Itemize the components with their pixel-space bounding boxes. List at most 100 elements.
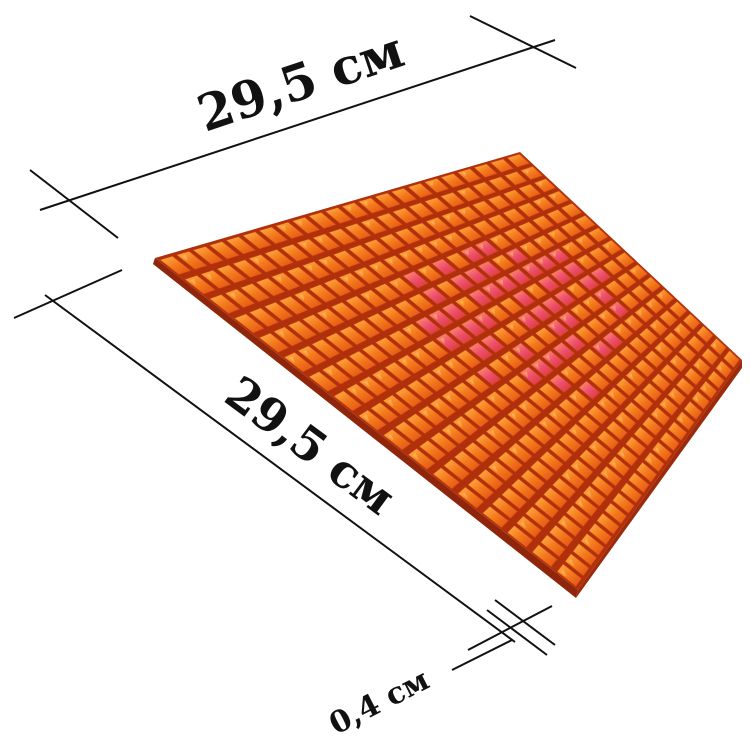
mosaic-tile (521, 261, 545, 279)
tile-highlight (181, 254, 188, 261)
mosaic-tile (383, 254, 410, 273)
mosaic-tile (655, 288, 675, 306)
mosaic-tile (601, 239, 622, 256)
tile-highlight (653, 411, 658, 419)
tile-highlight (387, 433, 394, 441)
mosaic-tile (435, 332, 462, 352)
tile-highlight (508, 323, 514, 330)
mosaic-tile (308, 371, 339, 392)
mosaic-tile (541, 350, 565, 369)
mosaic-tile (418, 439, 447, 462)
tile-highlight (521, 403, 527, 411)
mosaic-tile (409, 222, 437, 239)
mosaic-tile (507, 442, 533, 464)
mosaic-tile (581, 348, 603, 367)
mosaic-tile (508, 374, 533, 394)
mosaic-tile (650, 406, 671, 427)
mosaic-tile (615, 377, 637, 397)
mosaic-tile (641, 276, 662, 293)
tile-highlight (648, 301, 652, 308)
tile-highlight (550, 323, 555, 330)
mosaic-tile (568, 389, 591, 409)
tile-highlight (538, 258, 543, 265)
mosaic-tile (344, 295, 374, 315)
tile-highlight (562, 315, 567, 322)
mosaic-tile (373, 283, 402, 302)
mosaic-tile (487, 194, 512, 210)
mosaic-tile (517, 433, 543, 455)
mosaic-tile (669, 353, 688, 373)
mosaic-tile (248, 307, 280, 328)
mosaic-tile (701, 347, 719, 366)
mosaic-tile (232, 259, 263, 279)
tile-highlight (552, 411, 557, 419)
mosaic-tile (570, 356, 593, 376)
tile-highlight (448, 361, 454, 368)
tile-highlight (376, 373, 382, 380)
mosaic-tile (643, 451, 665, 473)
mosaic-tile (524, 505, 551, 529)
mosaic-tile (547, 190, 570, 206)
mosaic-tile (625, 368, 646, 388)
mosaic-tile (578, 380, 601, 400)
tile-highlight (485, 286, 490, 292)
mosaic-tile (588, 371, 611, 391)
mosaic-tile (502, 189, 527, 205)
mosaic-tile (442, 231, 468, 248)
tile-highlight (563, 369, 569, 377)
tile-highlight (637, 310, 642, 316)
mosaic-tile (644, 349, 665, 369)
mosaic-tile (363, 238, 391, 257)
mosaic-tile (421, 286, 448, 305)
mosaic-tile (491, 254, 516, 271)
mosaic-tile (454, 295, 480, 314)
tile-highlight (491, 465, 498, 473)
mosaic-tile (422, 340, 449, 360)
tile-highlight (253, 258, 259, 265)
tile-highlight (447, 235, 452, 241)
mosaic-tile (531, 544, 558, 568)
tile-highlight (363, 380, 370, 388)
mosaic-tile (619, 292, 640, 310)
tile-highlight (694, 395, 699, 403)
mosaic-tile (653, 340, 674, 359)
mosaic-tile (412, 243, 439, 261)
tile-highlight (346, 205, 352, 212)
tile-highlight (490, 395, 496, 403)
mosaic-tile (659, 431, 680, 452)
mosaic-tile (406, 379, 435, 400)
mosaic-tile (506, 153, 531, 168)
mosaic-tile (394, 227, 421, 245)
mosaic-tile (258, 332, 290, 353)
mosaic-tile (255, 277, 286, 297)
tile-highlight (461, 491, 468, 500)
tile-highlight (306, 264, 313, 271)
mosaic-tile (456, 205, 482, 222)
mosaic-tile (464, 441, 491, 464)
mosaic-tile (370, 402, 399, 424)
mosaic-tile (380, 306, 408, 325)
mosaic-tile (537, 415, 562, 437)
mosaic-tile (582, 485, 607, 507)
mosaic-tile (216, 264, 248, 284)
mosaic-tile (394, 387, 423, 408)
mosaic-tile (552, 341, 576, 361)
tile-highlight (551, 193, 556, 199)
thickness-leader (451, 639, 513, 671)
tile-highlight (490, 308, 496, 315)
mosaic-tile (644, 297, 665, 315)
mosaic-tile (374, 192, 402, 209)
mosaic-tile (463, 267, 489, 285)
mosaic-tile (456, 186, 481, 202)
mosaic-tile (572, 543, 598, 567)
tile-highlight (534, 362, 540, 370)
tile-highlight (478, 243, 483, 250)
mosaic-tile (577, 414, 601, 435)
mosaic-tile (548, 441, 573, 463)
mosaic-tile (308, 284, 338, 303)
mosaic-tile (627, 471, 650, 494)
mosaic-tile (486, 304, 511, 323)
mosaic-tile (565, 281, 588, 299)
mosaic-tile (634, 359, 655, 378)
tile-highlight (528, 286, 533, 293)
